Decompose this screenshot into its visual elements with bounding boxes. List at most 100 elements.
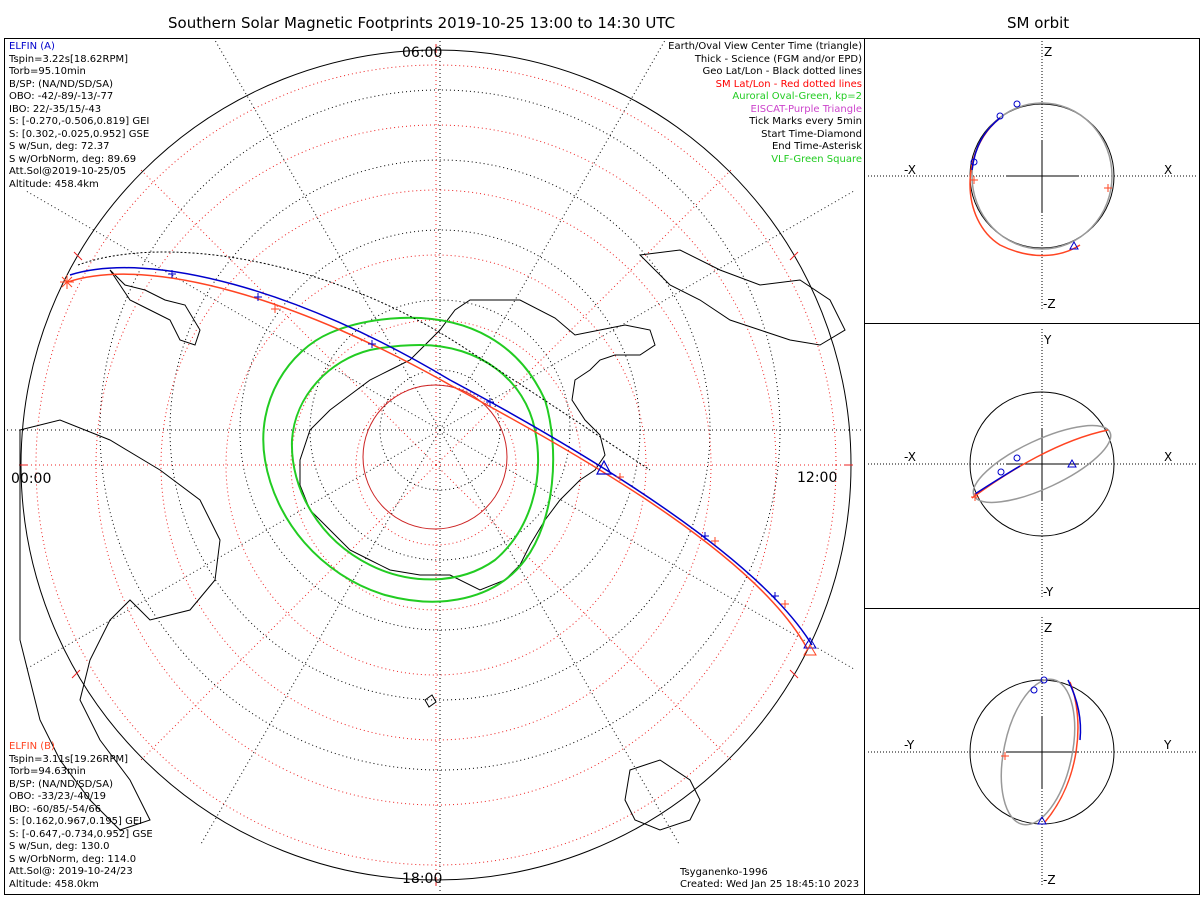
orbit-marker (1040, 676, 1048, 684)
geo-grid (5, 39, 864, 894)
geo-dotted-track (77, 251, 651, 471)
orbit-marker (1013, 454, 1021, 462)
geo-meridian (213, 39, 441, 431)
orbit-asterisk (1104, 184, 1112, 192)
clock-label-bottom: 18:00 (402, 871, 443, 887)
earth-circle (969, 391, 1115, 537)
legend-item: VLF-Green Square (771, 154, 862, 165)
model-label: Tsyganenko-1996 (680, 867, 768, 878)
orbit-marker (970, 158, 978, 166)
axis-label-right: Y (1164, 738, 1172, 752)
orbit-asterisk (971, 493, 979, 501)
sm-lat-circle (225, 254, 647, 676)
elfin-b-line: B/SP: (NA/ND/SD/SA) (9, 779, 113, 790)
legend-item: End Time-Asterisk (771, 141, 862, 152)
axis-label-left: -X (904, 163, 916, 177)
continent-outlines (19, 249, 846, 831)
elfin-b-line: Torb=94.63min (9, 766, 86, 777)
clock-label-right: 12:00 (797, 470, 838, 486)
elfin-b-line: Tspin=3.11s[19.26RPM] (9, 754, 129, 765)
orbit-ellipse-gray (971, 102, 1113, 250)
axis-label-left: -Y (904, 738, 915, 752)
legend-item: EISCAT-Purple Triangle (750, 104, 863, 115)
geo-meridian (439, 429, 681, 846)
axis-label-top: Z (1044, 45, 1053, 59)
legend-item: Tick Marks every 5min (749, 116, 862, 127)
sm-meridian (138, 464, 437, 763)
axis-label-right: X (1164, 163, 1173, 177)
elfin-b-track (67, 273, 809, 651)
geo-meridian (439, 429, 856, 671)
orbit-marker (1030, 686, 1038, 694)
elfin-b-line: S w/Sun, deg: 130.0 (9, 841, 110, 852)
legend-item: Auroral Oval-Green, kp=2 (732, 91, 862, 102)
elfin-a-line: S w/Sun, deg: 72.37 (9, 141, 110, 152)
elfin-b-line: OBO: -33/23/-40/19 (9, 791, 107, 802)
elfin-b-name: ELFIN (B) (9, 741, 55, 752)
auroral-ovals (262, 316, 555, 603)
elfin-a-line: S: [-0.270,-0.506,0.819] GEI (9, 116, 150, 127)
elfin-a-track (69, 266, 813, 646)
elfin-a-line: IBO: 22/-35/15/-43 (9, 104, 102, 115)
orbit-triangle (1069, 240, 1079, 250)
clock-label-left: 00:00 (11, 471, 52, 487)
view-center-triangle (595, 459, 613, 475)
legend-item: Start Time-Diamond (761, 129, 862, 140)
elfin-b-line: Att.Sol@: 2019-10-24/23 (9, 866, 133, 877)
geo-meridian (439, 189, 856, 431)
orbit-marker (1013, 100, 1021, 108)
legend-item: Thick - Science (FGM and/or EPD) (694, 54, 862, 65)
orbit-asterisk (970, 176, 978, 184)
orbit-asterisk (1001, 752, 1009, 760)
sm-grid (16, 45, 856, 885)
sm-lat-circle (160, 189, 712, 741)
orbit-marker (996, 112, 1004, 120)
sm-meridian (435, 167, 734, 466)
elfin-a-line: Tspin=3.22s[18.62RPM] (9, 54, 129, 65)
elfin-a-line: B/SP: (NA/ND/SD/SA) (9, 79, 113, 90)
elfin-b-line: S w/OrbNorm, deg: 114.0 (9, 854, 137, 865)
elfin-a-ticks (168, 270, 779, 600)
orbit-arc-a (1067, 679, 1082, 741)
axis-label-top: Y (1044, 333, 1052, 347)
elfin-b-line: S: [-0.647,-0.734,0.952] GSE (9, 829, 153, 840)
elfin-a-end-triangle (803, 637, 817, 649)
elfin-b-end-triangle (803, 644, 817, 656)
main-title: Southern Solar Magnetic Footprints 2019-… (168, 14, 676, 32)
map-frame (4, 38, 865, 895)
geo-meridian (24, 429, 441, 671)
orbit-title: SM orbit (1007, 14, 1070, 32)
geo-meridian (439, 39, 667, 431)
orbit-ellipse-gray (1000, 678, 1076, 826)
elfin-b-line: Altitude: 458.0km (9, 879, 99, 890)
africa-tip (638, 249, 846, 346)
elfin-b-ticks (271, 305, 789, 608)
new-zealand (624, 759, 701, 831)
auroral-oval-outer (262, 316, 555, 603)
elfin-a-line: Altitude: 458.4km (9, 179, 99, 190)
axis-label-bottom: -Z (1043, 297, 1056, 311)
geo-meridian (24, 189, 441, 431)
elfin-b-start-asterisk (60, 275, 74, 289)
elfin-a-line: S w/OrbNorm, deg: 89.69 (9, 154, 137, 165)
axis-label-top: Z (1044, 621, 1053, 635)
polar-map (5, 39, 864, 894)
orbit-panel (868, 329, 1198, 599)
elfin-a-line: OBO: -42/-89/-13/-77 (9, 91, 114, 102)
orbit-arc-a (971, 117, 1001, 171)
elfin-a-line: S: [0.302,-0.025,0.952] GSE (9, 129, 150, 140)
antarctica-outline (299, 299, 656, 591)
elfin-b-line: S: [0.162,0.967,0.195] GEI (9, 816, 143, 827)
axis-label-bottom: -Z (1043, 873, 1056, 887)
auroral-oval-inner (290, 343, 539, 581)
orbit-marker (997, 468, 1005, 476)
south-america-tip (109, 269, 201, 346)
legend-item: Earth/Oval View Center Time (triangle) (668, 41, 862, 52)
island-small (424, 694, 437, 708)
geo-lat-circle (169, 159, 711, 701)
elfin-a-line: Att.Sol@2019-10-25/05 (9, 166, 127, 177)
axis-label-right: X (1164, 450, 1173, 464)
australia-coast (19, 419, 221, 831)
